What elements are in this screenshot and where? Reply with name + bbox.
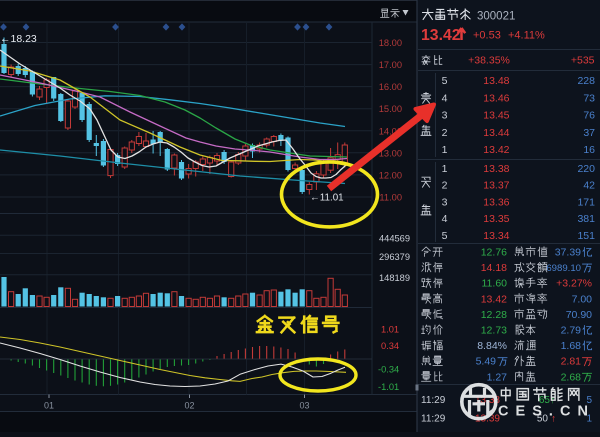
svg-text:01: 01 <box>44 401 54 411</box>
svg-text:6989.10: 6989.10 <box>546 263 581 274</box>
svg-text:13.42: 13.42 <box>483 144 509 156</box>
svg-text:11:29: 11:29 <box>421 395 446 406</box>
svg-text:13.36: 13.36 <box>483 196 509 208</box>
svg-text:4: 4 <box>442 213 448 225</box>
svg-text:228: 228 <box>577 75 595 87</box>
svg-text:13.46: 13.46 <box>483 92 509 104</box>
svg-text:+535: +535 <box>571 55 595 67</box>
svg-text:1: 1 <box>442 144 448 156</box>
svg-text:3: 3 <box>442 196 448 208</box>
svg-text:←11.01: ←11.01 <box>310 193 344 204</box>
svg-text:+0.53: +0.53 <box>473 30 501 42</box>
svg-text:13.42: 13.42 <box>481 293 507 305</box>
svg-text:13.48: 13.48 <box>483 75 509 87</box>
svg-text:11:29: 11:29 <box>421 414 446 425</box>
svg-text:5: 5 <box>586 395 592 406</box>
svg-text:2: 2 <box>442 127 448 139</box>
svg-text:11.60: 11.60 <box>482 278 508 290</box>
svg-text:37.39: 37.39 <box>555 247 581 259</box>
svg-text:+38.35%: +38.35% <box>468 55 510 67</box>
svg-text:37: 37 <box>583 127 595 139</box>
svg-text:1.68: 1.68 <box>561 340 582 352</box>
svg-text:148189: 148189 <box>379 273 410 283</box>
svg-text:13.45: 13.45 <box>483 110 509 122</box>
svg-text:03: 03 <box>299 401 309 411</box>
svg-text:296379: 296379 <box>379 252 410 262</box>
svg-text:1: 1 <box>586 414 592 425</box>
svg-text:-1.01: -1.01 <box>378 382 399 392</box>
svg-text:300021: 300021 <box>477 11 515 23</box>
svg-text:3: 3 <box>442 110 448 122</box>
svg-text:13.37: 13.37 <box>483 180 509 192</box>
svg-text:13.34: 13.34 <box>483 230 509 242</box>
svg-text:16: 16 <box>583 144 595 156</box>
svg-text:-0.34: -0.34 <box>378 365 399 375</box>
svg-text:17.00: 17.00 <box>379 60 402 70</box>
svg-text:14.00: 14.00 <box>379 126 402 136</box>
svg-text:5.49: 5.49 <box>476 356 497 368</box>
svg-text:13.00: 13.00 <box>379 148 402 158</box>
svg-text:65↑: 65↑ <box>539 395 555 406</box>
svg-text:12.73: 12.73 <box>481 325 507 337</box>
svg-text:7.00: 7.00 <box>572 293 593 305</box>
svg-text:1.01: 1.01 <box>381 324 399 334</box>
svg-text:13.35: 13.35 <box>483 213 509 225</box>
svg-text:73: 73 <box>583 92 595 104</box>
svg-text:18.00: 18.00 <box>379 38 402 48</box>
svg-text:11.00: 11.00 <box>379 193 402 203</box>
svg-text:+4.11%: +4.11% <box>508 30 545 42</box>
svg-text:12.00: 12.00 <box>379 170 402 180</box>
svg-text:16.00: 16.00 <box>379 82 402 92</box>
svg-text:70.90: 70.90 <box>566 309 592 321</box>
svg-text:13.38: 13.38 <box>483 163 509 175</box>
svg-text:151: 151 <box>577 230 595 242</box>
svg-text:2.68: 2.68 <box>561 371 582 383</box>
svg-text:13.39: 13.39 <box>475 414 500 425</box>
svg-text:5: 5 <box>442 75 448 87</box>
svg-text:42: 42 <box>583 180 595 192</box>
svg-text:↑: ↑ <box>551 414 556 425</box>
svg-text:12.28: 12.28 <box>481 309 507 321</box>
svg-text:0.34: 0.34 <box>381 341 399 351</box>
svg-text:76: 76 <box>583 110 595 122</box>
svg-text:220: 220 <box>577 163 595 175</box>
svg-text:8.84%: 8.84% <box>477 340 507 352</box>
svg-text:1: 1 <box>442 163 448 175</box>
svg-text:2: 2 <box>442 180 448 192</box>
svg-text:C E S . C N: C E S . C N <box>498 404 589 420</box>
svg-text:444569: 444569 <box>379 234 410 244</box>
svg-text:←18.23: ←18.23 <box>0 33 37 45</box>
svg-text:4: 4 <box>442 92 448 104</box>
svg-text:13.44: 13.44 <box>483 127 509 139</box>
svg-text:14.18: 14.18 <box>481 262 507 274</box>
svg-text:13.42: 13.42 <box>421 27 461 44</box>
svg-text:2.79: 2.79 <box>561 325 582 337</box>
svg-text:15.00: 15.00 <box>379 104 402 114</box>
svg-text:381: 381 <box>577 213 595 225</box>
svg-text:1.27: 1.27 <box>487 371 508 383</box>
svg-text:50: 50 <box>537 414 549 425</box>
svg-text:5: 5 <box>442 230 448 242</box>
svg-text:2.81: 2.81 <box>561 356 582 368</box>
svg-text:+3.27%: +3.27% <box>556 278 592 290</box>
svg-text:02: 02 <box>184 401 194 411</box>
svg-text:12.76: 12.76 <box>481 247 507 259</box>
svg-text:171: 171 <box>577 196 595 208</box>
